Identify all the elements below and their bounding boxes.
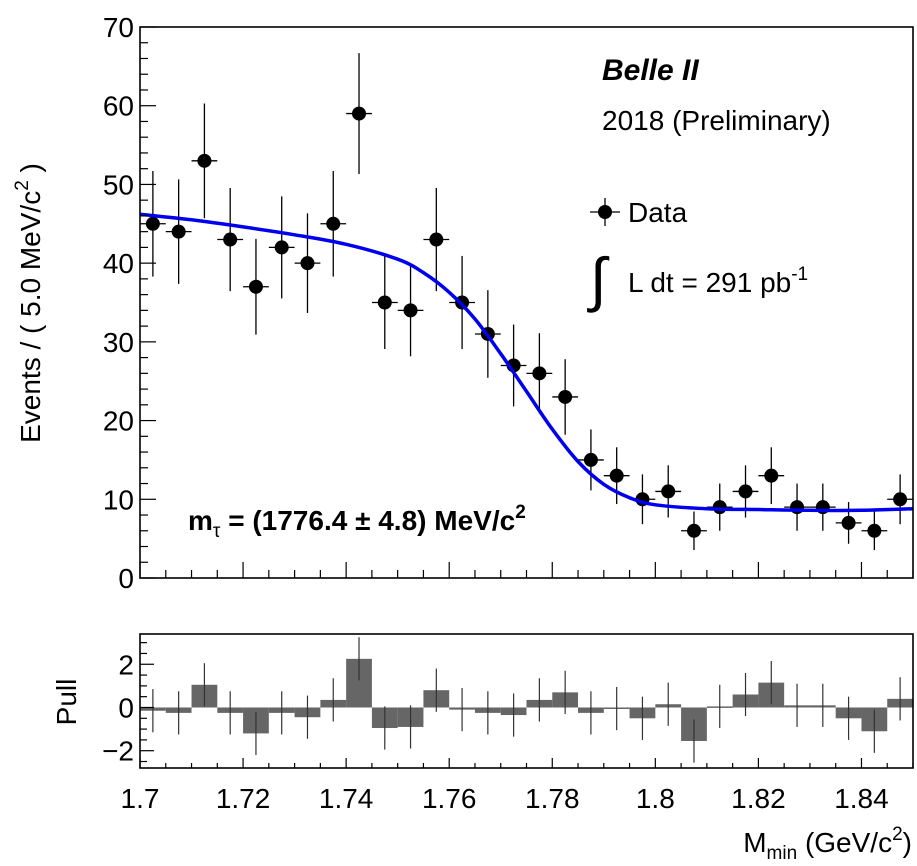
luminosity-label: L dt = 291 pb-1 — [628, 264, 808, 298]
integral-sign: ∫ — [587, 246, 610, 313]
mass-result-label: mτ = (1776.4 ± 4.8) MeV/c2 — [188, 502, 526, 542]
pull-plot: 1.7 1.72 1.74 1.76 1.78 1.8 1.82 1.84−202 Pull … — [51, 633, 914, 864]
data-point-marker — [738, 484, 753, 499]
data-point — [552, 359, 579, 435]
x-tick-label: 1.8 — [636, 783, 675, 814]
data-point-marker — [248, 279, 263, 294]
mass-result-sub: τ — [213, 521, 221, 542]
period-label: 2018 (Preliminary) — [602, 105, 831, 136]
data-point — [371, 255, 398, 350]
data-point-marker — [583, 452, 598, 467]
data-point — [500, 324, 527, 407]
data-point — [603, 447, 630, 505]
data-point-marker — [326, 216, 341, 231]
y-tick-label: 0 — [118, 563, 134, 594]
data-point-marker — [790, 500, 805, 515]
legend-label-data: Data — [628, 197, 688, 228]
data-point — [784, 483, 810, 531]
x-axis-label-unit: (GeV/c — [797, 827, 892, 858]
data-point-marker — [764, 468, 779, 483]
data-point — [681, 511, 707, 551]
x-axis-label: Mmin (GeV/c2) — [743, 824, 912, 864]
data-point-marker — [712, 500, 727, 515]
pull-y-tick-label: −2 — [102, 736, 134, 767]
data-point — [294, 213, 321, 313]
main-axes: 0 10 20 30 40 50 60 70 — [103, 12, 914, 594]
data-point — [578, 429, 604, 491]
x-tick-label: 1.76 — [422, 783, 477, 814]
data-point — [526, 333, 553, 414]
data-point-marker — [686, 523, 701, 538]
data-point-marker — [223, 232, 238, 247]
data-point — [861, 511, 888, 551]
y-tick-label: 30 — [103, 327, 134, 358]
data-point — [165, 179, 192, 284]
y-tick-label: 20 — [103, 406, 134, 437]
y-tick-label: 50 — [103, 169, 134, 200]
data-point-marker — [377, 295, 392, 310]
data-point — [758, 447, 785, 505]
pull-y-tick-label: 2 — [118, 649, 134, 680]
data-point-marker — [661, 484, 676, 499]
mass-result-value: = (1776.4 ± 4.8) MeV/c — [220, 505, 515, 536]
y-axis-label: Events / ( 5.0 MeV/c2 ) — [12, 163, 46, 443]
data-point — [887, 474, 913, 525]
data-point-marker — [300, 256, 315, 271]
legend: Data ∫ L dt = 291 pb-1 — [587, 197, 808, 313]
main-marks — [140, 53, 913, 551]
x-tick-label: 1.84 — [834, 783, 889, 814]
data-point-marker — [171, 224, 186, 239]
pull-y-tick-label: 0 — [118, 692, 134, 723]
pull-axes: 1.7 1.72 1.74 1.76 1.78 1.8 1.82 1.84 −2 0 2 — [102, 642, 914, 814]
data-point-marker — [558, 389, 573, 404]
data-point — [809, 483, 836, 531]
data-point — [835, 502, 862, 544]
y-tick-label: 10 — [103, 484, 134, 515]
data-point-marker — [893, 492, 908, 507]
data-point — [140, 170, 166, 277]
mass-result-sup: 2 — [515, 502, 526, 523]
data-point-marker — [609, 468, 624, 483]
y-tick-label: 70 — [103, 12, 134, 43]
data-point — [217, 187, 244, 292]
data-point-marker — [352, 106, 367, 121]
y-axis-label-sup: 2 — [12, 180, 33, 191]
data-point — [655, 465, 682, 518]
data-point-marker — [197, 153, 212, 168]
data-point — [397, 264, 424, 357]
data-point-marker — [274, 240, 289, 255]
x-tick-label: 1.74 — [319, 783, 374, 814]
data-point-marker — [867, 523, 882, 538]
legend-marker-dot — [598, 205, 612, 219]
y-tick-label: 60 — [103, 91, 134, 122]
x-tick-label: 1.82 — [731, 783, 786, 814]
data-point — [320, 170, 347, 277]
data-point-marker — [532, 366, 547, 381]
data-point — [243, 238, 269, 335]
data-point-marker — [145, 216, 160, 231]
y-axis-label-close: ) — [15, 163, 46, 180]
x-axis-label-close: ) — [903, 827, 912, 858]
data-point-marker — [841, 515, 856, 530]
x-tick-label: 1.7 — [121, 783, 160, 814]
fit-curve — [140, 212, 913, 513]
x-tick-label: 1.72 — [216, 783, 271, 814]
data-point-marker — [403, 303, 418, 318]
data-point — [191, 103, 218, 219]
x-axis-label-sub: min — [767, 843, 798, 864]
data-point-marker — [429, 232, 444, 247]
data-point — [346, 53, 372, 175]
x-tick-label: 1.78 — [525, 783, 580, 814]
x-axis-label-sup: 2 — [892, 824, 903, 845]
pull-marks — [140, 637, 913, 763]
data-point — [423, 187, 450, 292]
data-point — [268, 196, 295, 299]
luminosity-sup: -1 — [791, 264, 808, 285]
y-tick-label: 40 — [103, 248, 134, 279]
pull-axis-label: Pull — [51, 679, 82, 726]
experiment-label: Belle II — [602, 54, 699, 87]
